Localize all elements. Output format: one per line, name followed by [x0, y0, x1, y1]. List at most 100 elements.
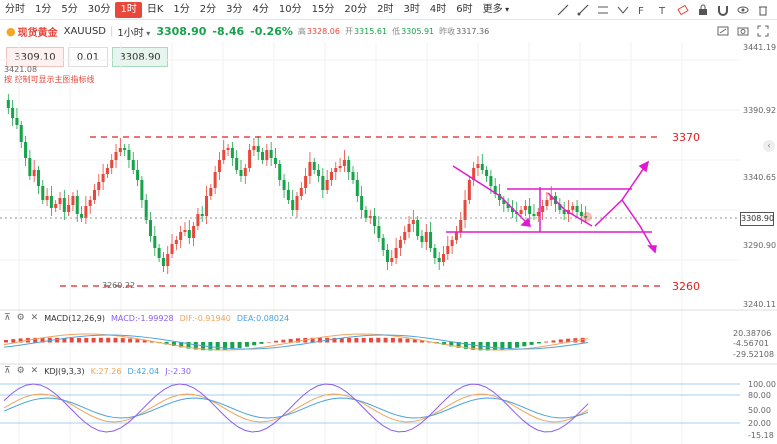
macd-bar [515, 342, 519, 348]
macd-bar [442, 342, 446, 345]
candle-body [67, 205, 71, 212]
macd-bar [77, 337, 81, 343]
delete-icon[interactable] [753, 2, 773, 18]
collapse-icon[interactable]: ⊼ [4, 313, 11, 323]
candle-body [390, 258, 394, 262]
timeframe-tab-15[interactable]: 4时 [429, 3, 447, 15]
timeframe-tab-17[interactable]: 更多 [478, 2, 515, 18]
macd-bar [142, 340, 147, 343]
lock-icon[interactable] [693, 2, 713, 18]
candle-body [338, 166, 342, 168]
kdj-tick-label: 100.00 [748, 380, 776, 389]
price-tick-label: 3441.19 [743, 43, 776, 52]
timeframe-tab-10[interactable]: 10分 [278, 3, 302, 15]
candle-body [230, 148, 234, 158]
text-icon[interactable]: T [653, 2, 673, 18]
favorite-icon[interactable]: ● [6, 24, 16, 38]
macd-bar [405, 338, 410, 343]
price-tick-label: 3240.11 [743, 300, 776, 309]
candle-body [510, 208, 514, 212]
price-tick-label: 3290.90 [743, 241, 776, 250]
indicator-icon[interactable] [717, 22, 729, 41]
pitchfork-icon[interactable] [613, 2, 633, 18]
timeframe-tab-4[interactable]: 1时 [115, 1, 142, 18]
macd-bar [40, 337, 45, 343]
macd-bar [412, 339, 417, 343]
candle-body [541, 206, 545, 212]
timeframe-tab-3[interactable]: 30分 [87, 3, 111, 15]
candle-body [579, 212, 583, 216]
trend-line-icon[interactable] [553, 2, 573, 18]
eraser-icon[interactable] [673, 2, 693, 18]
timeframe-tab-12[interactable]: 20分 [344, 3, 368, 15]
macd-bar [128, 338, 133, 343]
timeframe-tab-8[interactable]: 3分 [226, 3, 243, 15]
buy-price-button[interactable]: 3308.90 [112, 47, 168, 67]
magnet-icon[interactable] [713, 2, 733, 18]
macd-bar [113, 337, 118, 343]
collapse-icon[interactable]: ⊼ [4, 366, 11, 376]
macd-bar [558, 339, 563, 343]
lot-size-input[interactable]: 0.01 [68, 47, 108, 67]
macd-bar [171, 342, 176, 346]
timeframe-tab-2[interactable]: 5分 [61, 3, 78, 15]
fullscreen-icon[interactable] [757, 22, 769, 41]
macd-bar [91, 337, 96, 343]
timeframe-tab-5[interactable]: 日K [146, 3, 164, 15]
candle-body [416, 220, 420, 236]
parallel-channel-icon[interactable] [593, 2, 613, 18]
candle-body [286, 190, 290, 200]
macd-bar [566, 338, 571, 343]
macd-bar [98, 337, 103, 343]
candle-body [433, 248, 437, 258]
timeframe-tab-14[interactable]: 3时 [403, 3, 420, 15]
candle-body [329, 172, 333, 180]
candle-body [355, 180, 359, 196]
dea-label: DEA: [236, 313, 257, 323]
camera-icon[interactable] [737, 22, 749, 41]
price-chart[interactable]: 3370 3260 3421.08 3260.22 3441.19 3390.92… [0, 42, 777, 444]
candle-body [252, 146, 256, 150]
close-icon[interactable]: ✕ [30, 366, 39, 376]
candle-body [183, 230, 187, 232]
chart-actions [717, 22, 769, 41]
pullback-arrow [547, 192, 593, 227]
fibonacci-icon[interactable]: F [633, 2, 653, 18]
candle-body [472, 168, 476, 180]
symbol-name[interactable]: 现货黄金 [17, 27, 58, 39]
timeframe-tab-16[interactable]: 6时 [456, 3, 473, 15]
timeframe-tab-1[interactable]: 1分 [35, 3, 52, 15]
timeframe-tab-9[interactable]: 4分 [252, 3, 269, 15]
candle-body [161, 258, 165, 266]
settings-icon[interactable]: ⚙ [16, 313, 25, 323]
macd-bar [398, 338, 403, 343]
macd-bar [259, 342, 264, 344]
sell-price-button[interactable]: 3309.10 [6, 47, 64, 67]
candle-body [166, 254, 170, 266]
close-icon[interactable]: ✕ [30, 313, 39, 323]
candle-body [248, 150, 252, 168]
down-trend-arrowhead [520, 217, 532, 227]
macd-bar [296, 338, 300, 343]
ray-icon[interactable] [573, 2, 593, 18]
k-line [3, 393, 589, 423]
timeframe-tab-13[interactable]: 2时 [377, 3, 394, 15]
timeframe-tab-0[interactable]: 分时 [5, 3, 25, 15]
candle-body [528, 206, 532, 214]
kdj-axis: 100.00 80.00 50.00 20.00 -15.18 [748, 380, 776, 440]
candle-body [148, 220, 153, 236]
drawing-tools: F T [553, 2, 773, 18]
period-selector[interactable]: 1小时 [117, 24, 150, 39]
settings-icon[interactable]: ⚙ [16, 366, 25, 376]
candle-body [308, 162, 312, 176]
eye-icon[interactable] [733, 2, 753, 18]
candle-body [536, 212, 540, 216]
timeframe-tab-11[interactable]: 15分 [311, 3, 335, 15]
candle-body [467, 180, 471, 200]
candle-body [562, 210, 566, 214]
timeframe-tab-7[interactable]: 2分 [199, 3, 217, 15]
timeframe-tab-6[interactable]: 1分 [173, 3, 190, 15]
candle-body [105, 168, 109, 174]
candle-body [364, 210, 368, 218]
scroll-right-icon[interactable]: ‹ [763, 140, 775, 152]
